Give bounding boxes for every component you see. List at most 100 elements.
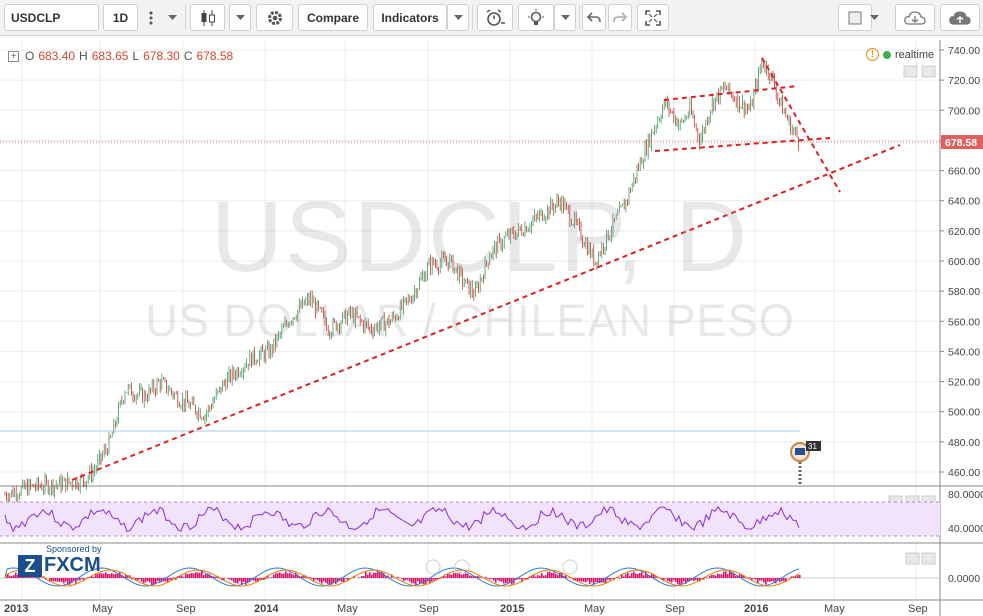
macd-bar <box>623 576 625 578</box>
macd-bar <box>159 578 161 583</box>
macd-bar <box>733 573 735 578</box>
macd-bar <box>587 578 589 581</box>
expand-icon[interactable]: + <box>8 50 19 62</box>
compare-button[interactable]: Compare <box>298 4 368 31</box>
fxcm-logo: Z FXCM <box>18 554 102 577</box>
chevron-down-icon[interactable] <box>864 4 884 31</box>
undo-button[interactable] <box>582 4 606 31</box>
save-chart-button[interactable] <box>940 4 980 31</box>
warning-icon[interactable]: ! <box>866 48 879 61</box>
last-price-tag <box>941 135 983 149</box>
macd-bar <box>447 573 449 578</box>
symbol-search-input[interactable]: USDCLP <box>4 4 99 31</box>
macd-bar <box>673 578 675 581</box>
macd-bar <box>651 574 653 578</box>
macd-bar <box>167 578 169 583</box>
macd-bar <box>531 576 533 578</box>
macd-bar <box>327 578 329 584</box>
macd-bar <box>773 578 775 582</box>
macd-bar <box>471 575 473 578</box>
price-chart[interactable]: 740.00720.00700.00680.00660.00640.00620.… <box>0 36 983 616</box>
macd-bar <box>201 571 203 578</box>
sponsor-logo[interactable]: Sponsored by Z FXCM <box>18 544 102 577</box>
macd-bar <box>289 572 291 578</box>
macd-bar <box>779 578 781 583</box>
trendline <box>71 144 901 481</box>
macd-bar <box>397 576 399 578</box>
redo-icon <box>613 11 627 22</box>
price-axis-label: 580.00 <box>948 286 980 298</box>
chart-area[interactable]: 740.00720.00700.00680.00660.00640.00620.… <box>0 36 983 616</box>
macd-bar <box>259 578 261 580</box>
macd-bar <box>565 575 567 578</box>
macd-bar <box>751 578 753 581</box>
open-label: O <box>25 49 35 63</box>
redo-button[interactable] <box>608 4 632 31</box>
macd-bar <box>519 578 521 580</box>
chevron-down-icon[interactable] <box>229 4 251 31</box>
macd-bar <box>229 578 231 580</box>
macd-bar <box>735 575 737 578</box>
macd-bar <box>205 574 207 578</box>
macd-bar <box>69 578 71 585</box>
chart-toolbar: USDCLP 1D Compare Indicators <box>0 0 983 36</box>
chevron-down-icon[interactable] <box>554 4 576 31</box>
macd-bar <box>295 572 297 578</box>
low-label: L <box>132 49 140 63</box>
macd-bar <box>75 578 77 584</box>
chevron-down-icon[interactable] <box>447 4 469 31</box>
macd-bar <box>49 578 51 582</box>
chevron-down-icon[interactable] <box>162 4 182 31</box>
macd-bar <box>435 578 437 580</box>
settings-button[interactable] <box>256 4 293 31</box>
indicators-button[interactable]: Indicators <box>373 4 447 31</box>
candles-style-button[interactable] <box>190 4 225 31</box>
macd-bar <box>81 578 83 579</box>
macd-bar <box>667 578 669 581</box>
macd-bar <box>431 578 433 582</box>
interval-button[interactable]: 1D <box>103 4 138 31</box>
macd-bar <box>359 577 361 578</box>
macd-bar <box>611 578 613 579</box>
macd-bar <box>517 578 519 580</box>
more-icon[interactable] <box>140 4 162 31</box>
macd-bar <box>285 571 287 578</box>
macd-bar <box>523 578 525 579</box>
fullscreen-icon <box>645 9 661 26</box>
macd-bar <box>429 578 431 583</box>
macd-bar <box>99 573 101 578</box>
macd-bar <box>411 578 413 584</box>
macd-bar <box>275 573 277 578</box>
macd-bar <box>469 575 471 578</box>
chart-layout-button[interactable] <box>838 4 872 31</box>
macd-bar <box>723 571 725 578</box>
alert-button[interactable] <box>477 4 513 31</box>
event-count-badge <box>806 441 821 451</box>
macd-bar <box>621 574 623 578</box>
macd-bar <box>633 571 635 578</box>
fullscreen-button[interactable] <box>637 4 669 31</box>
macd-bar <box>669 578 671 582</box>
macd-bar <box>389 577 391 578</box>
macd-bar <box>43 576 45 578</box>
close-label: C <box>183 49 193 63</box>
macd-bar <box>273 574 275 578</box>
macd-bar <box>421 578 423 584</box>
time-axis-label: Sep <box>908 603 928 615</box>
trendline <box>761 57 841 193</box>
macd-bar <box>93 577 95 578</box>
macd-bar <box>191 572 193 578</box>
macd-bar <box>51 578 53 582</box>
macd-bar <box>653 574 655 578</box>
macd-bar <box>493 578 495 581</box>
macd-bar <box>55 578 57 582</box>
macd-bar <box>535 576 537 578</box>
macd-bar <box>65 578 67 582</box>
macd-bar <box>595 578 597 583</box>
ideas-button[interactable] <box>518 4 554 31</box>
load-chart-button[interactable] <box>895 4 935 31</box>
event-marker <box>562 559 578 575</box>
macd-axis-label: 0.0000 <box>948 573 980 585</box>
macd-bar <box>575 578 577 582</box>
macd-bar <box>453 572 455 578</box>
